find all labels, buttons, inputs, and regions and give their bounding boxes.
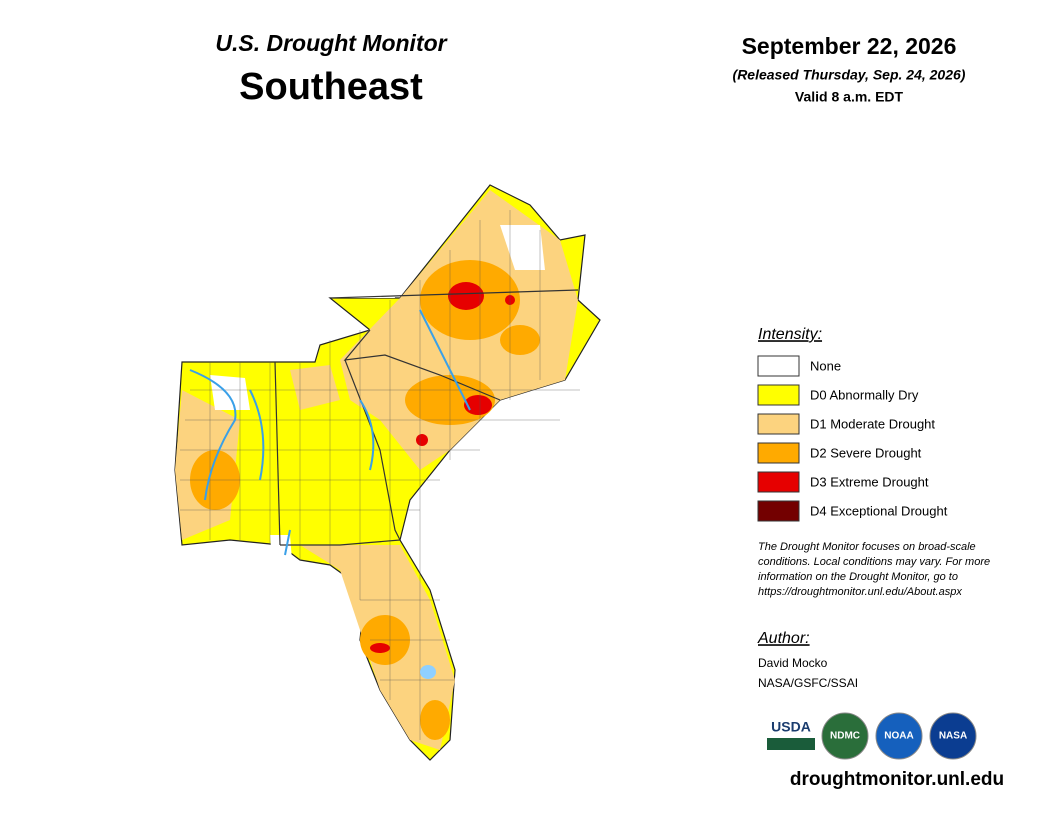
legend: None D0 Abnormally Dry D1 Moderate Drought… [757, 355, 948, 522]
legend-swatch [757, 413, 800, 435]
legend-swatch [757, 384, 800, 406]
legend-label: None [810, 358, 841, 373]
released: (Released Thursday, Sep. 24, 2026) [733, 67, 966, 83]
logo-text: NOAA [884, 731, 913, 742]
author-org: NASA/GSFC/SSAI [758, 676, 858, 690]
logo-bg [929, 712, 977, 760]
legend-label: D1 Moderate Drought [810, 416, 935, 431]
logo-text: NASA [939, 731, 967, 742]
map [174, 184, 601, 761]
author-title: Author: [757, 630, 810, 647]
logos: USDA NDMC NOAA NASA [767, 712, 977, 760]
note: The Drought Monitor focuses on broad-sca… [758, 541, 990, 598]
legend-label: D4 Exceptional Drought [810, 503, 948, 518]
note-line: The Drought Monitor focuses on broad-sca… [758, 541, 976, 553]
note-line: information on the Drought Monitor, go t… [758, 571, 958, 583]
valid: Valid 8 a.m. EDT [795, 89, 904, 105]
drought-d3 [370, 282, 515, 653]
logo-text: USDA [771, 719, 811, 735]
note-line: conditions. Local conditions may vary. F… [758, 556, 990, 568]
legend-label: D0 Abnormally Dry [810, 387, 919, 402]
logo-bg [821, 712, 869, 760]
date: September 22, 2026 [742, 33, 957, 59]
legend-label: D2 Severe Drought [810, 445, 922, 460]
legend-swatch [757, 500, 800, 522]
legend-title: Intensity: [758, 326, 822, 343]
legend-swatch [757, 442, 800, 464]
legend-label: D3 Extreme Drought [810, 474, 929, 489]
author-name: David Mocko [758, 656, 828, 670]
legend-swatch [757, 355, 800, 377]
note-line: https://droughtmonitor.unl.edu/About.asp… [758, 586, 962, 598]
logo-bar [767, 738, 815, 750]
no-drought [210, 225, 545, 560]
url: droughtmonitor.unl.edu [790, 769, 1004, 790]
county-lines [180, 210, 580, 740]
region: Southeast [239, 66, 423, 108]
legend-swatch [757, 471, 800, 493]
title: U.S. Drought Monitor [215, 30, 447, 56]
rivers [189, 309, 471, 679]
logo-bg [875, 712, 923, 760]
logo-text: NDMC [830, 731, 860, 742]
